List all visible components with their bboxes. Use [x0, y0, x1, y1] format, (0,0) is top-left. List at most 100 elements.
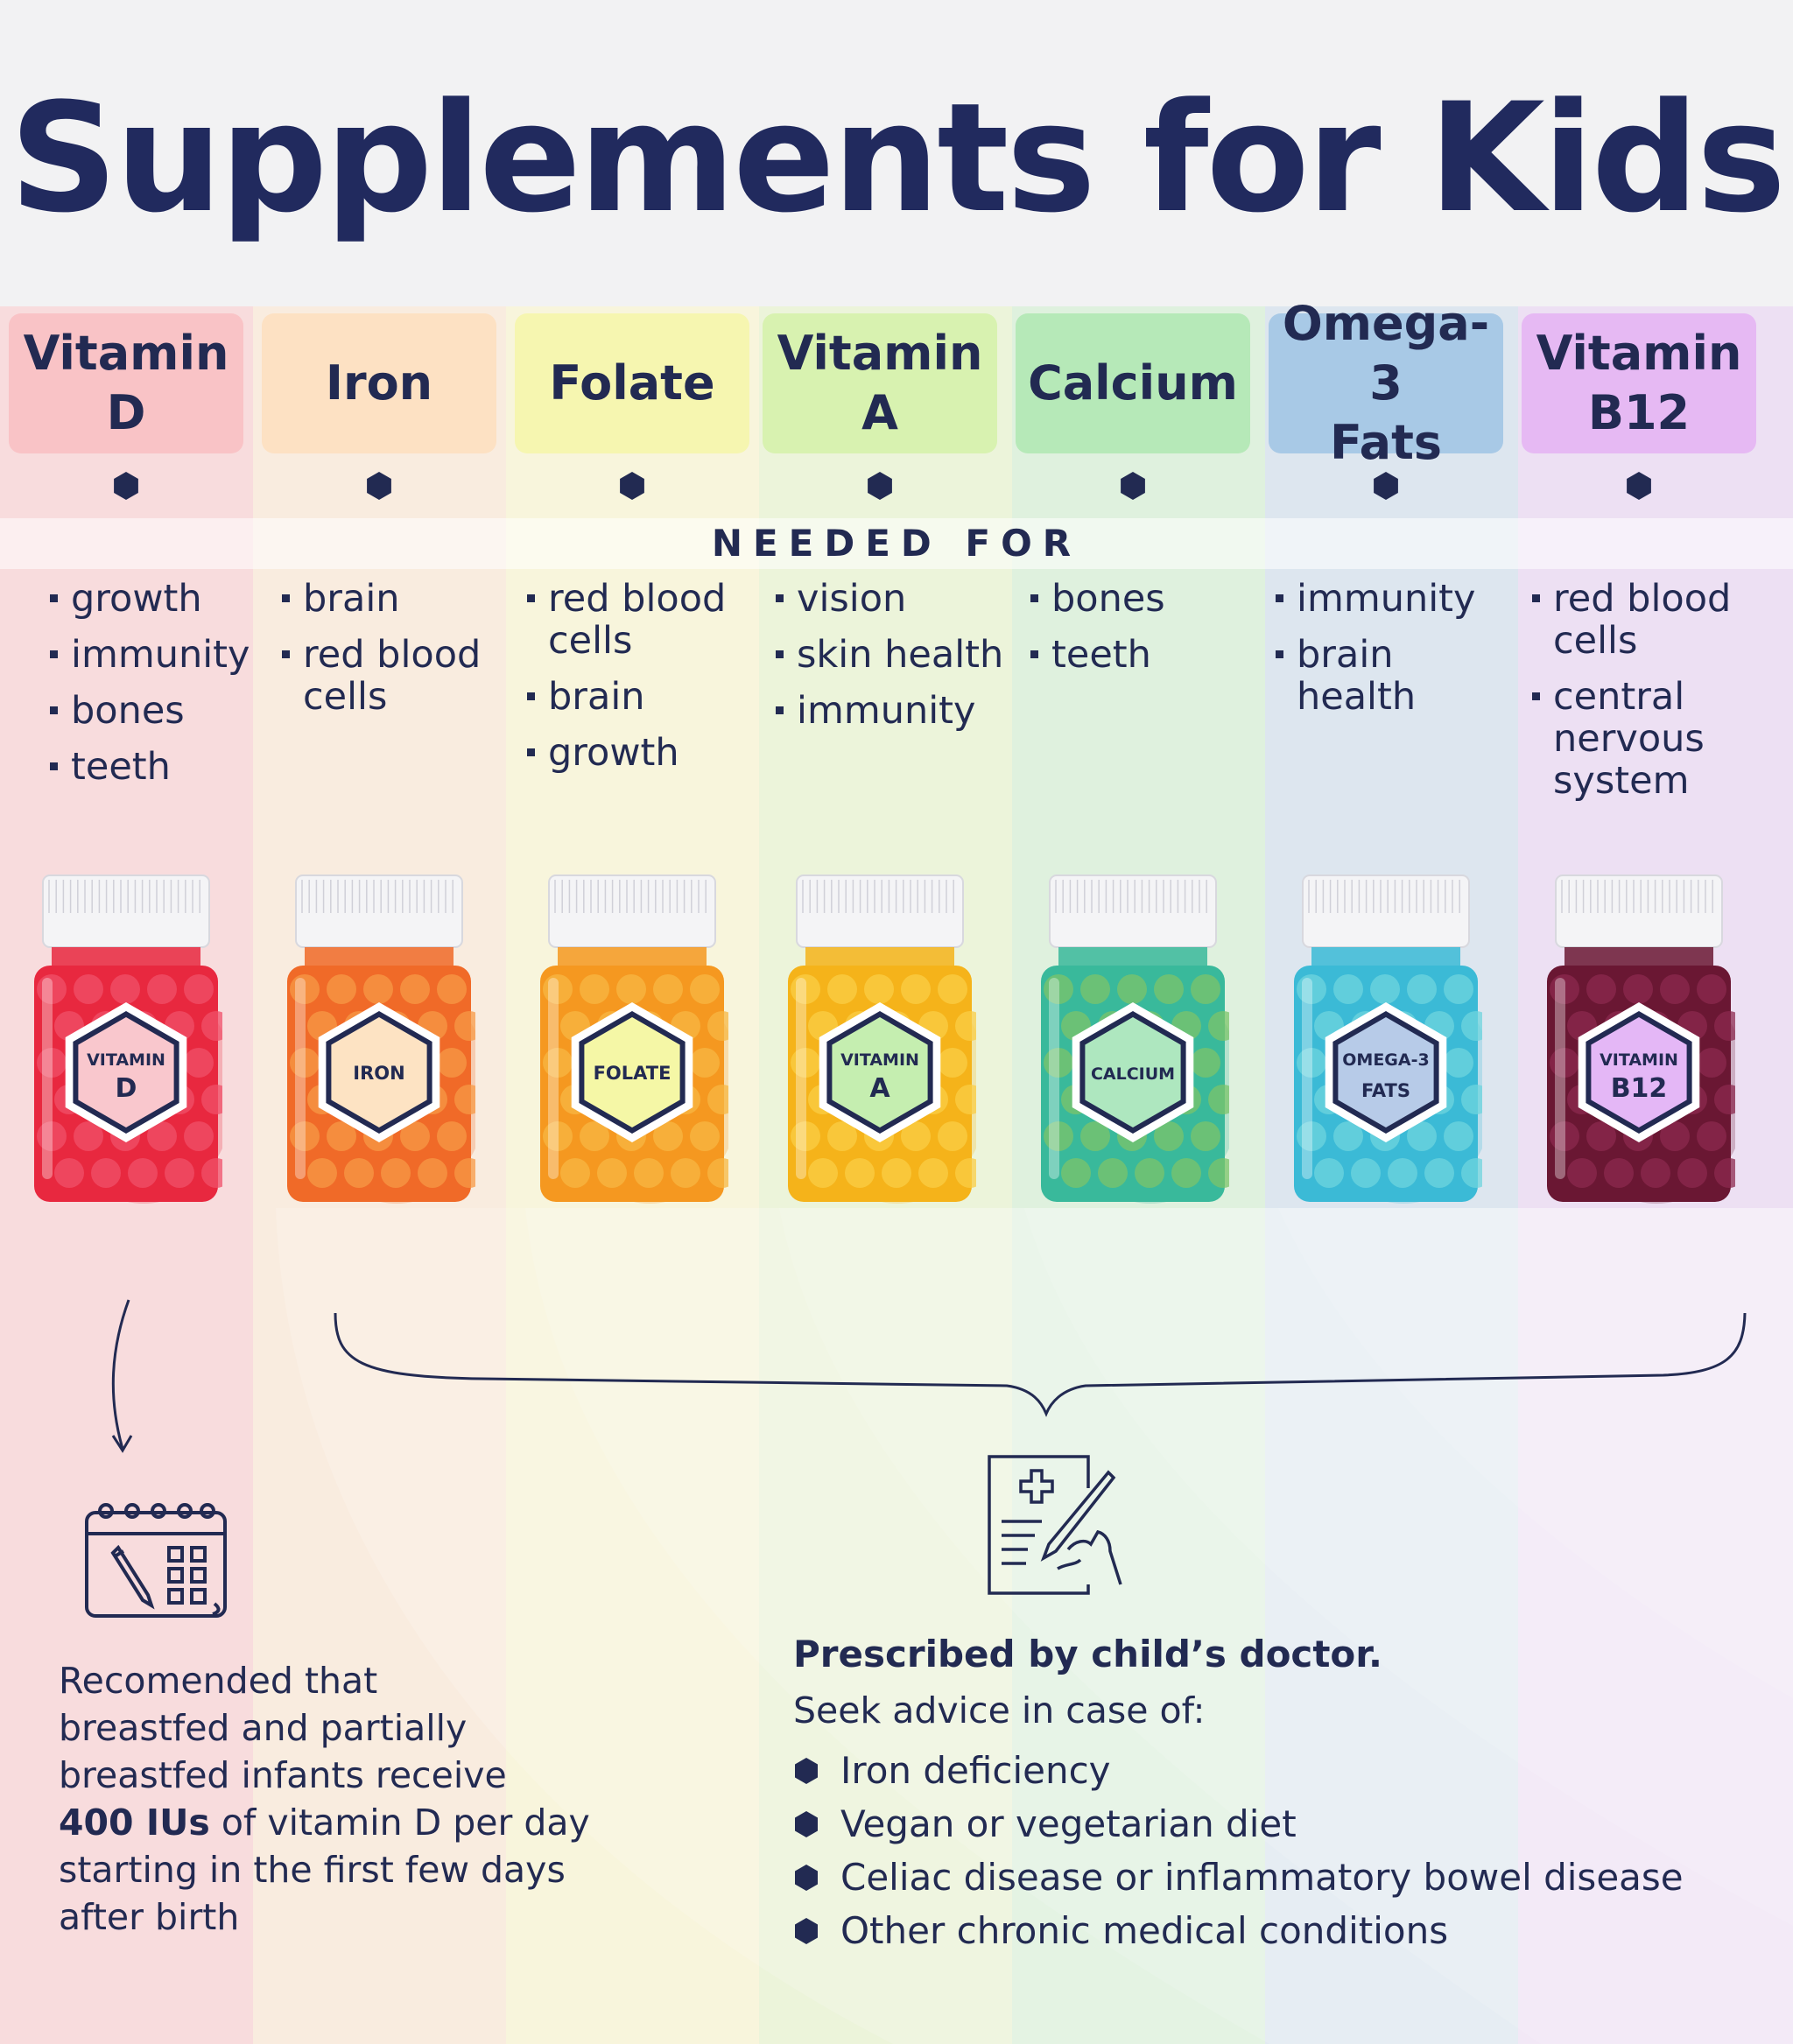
supplement-bottle: VITAMIN A	[788, 874, 976, 1204]
prescription-subtitle: Seek advice in case of:	[793, 1689, 1206, 1731]
need-item: brain	[525, 676, 762, 718]
bottle-label-text: VITAMIN	[840, 1050, 919, 1070]
need-item: growth	[48, 578, 285, 620]
column-header: Folate	[515, 313, 749, 453]
supplement-bottle: VITAMIN D	[34, 874, 222, 1204]
bottle-label-text: FATS	[1361, 1080, 1410, 1101]
note-line: breastfed and partially	[59, 1707, 468, 1749]
supplement-bottle: IRON	[287, 874, 475, 1204]
hexagon-bullet-icon	[795, 1811, 818, 1837]
need-item: bones	[48, 690, 285, 732]
need-item: immunity	[774, 690, 1010, 732]
column-header-line: Iron	[325, 355, 433, 411]
note-line: after birth	[59, 1896, 240, 1938]
need-item: vision	[774, 578, 1010, 620]
needs-list: vision skin health immunity	[774, 578, 1010, 746]
grouping-brace	[334, 1312, 1747, 1417]
bottle-label-text: CALCIUM	[1091, 1064, 1175, 1084]
need-item: teeth	[1029, 634, 1265, 676]
condition-item: Vegan or vegetarian diet	[793, 1800, 1684, 1849]
column-header-text: Folate	[549, 354, 714, 413]
needs-list: red blood cells brain growth	[525, 578, 762, 788]
bottle-label-text: VITAMIN	[1600, 1050, 1678, 1070]
supplement-bottle: OMEGA-3 FATS	[1294, 874, 1482, 1204]
column-header-line: A	[861, 385, 898, 440]
need-item: bones	[1029, 578, 1265, 620]
condition-item: Celiac disease or inflammatory bowel dis…	[793, 1853, 1684, 1902]
column-header-line: Folate	[549, 355, 715, 411]
needs-list: red blood cells central nervous system	[1530, 578, 1767, 816]
prescription-title: Prescribed by child’s doctor.	[793, 1633, 1382, 1675]
note-line: starting in the first few days	[59, 1849, 566, 1891]
dose-highlight: 400 IUs	[59, 1802, 210, 1844]
hexagon-bullet-icon	[795, 1918, 818, 1944]
hexagon-marker-icon	[1627, 472, 1651, 500]
column-header-line: B12	[1587, 385, 1691, 440]
note-line: 400 IUs of vitamin D per day	[59, 1799, 619, 1846]
column-header-text: Calcium	[1028, 354, 1238, 413]
supplement-bottle: CALCIUM	[1041, 874, 1229, 1204]
need-item: immunity	[1274, 578, 1510, 620]
need-item: growth	[525, 732, 762, 774]
column-header: Vitamin D	[9, 313, 243, 453]
column-header-text: Iron	[326, 354, 432, 413]
calendar-pencil-icon	[85, 1503, 227, 1618]
hexagon-marker-icon	[1121, 472, 1145, 500]
need-item: teeth	[48, 746, 285, 788]
prescription-clipboard-icon	[988, 1455, 1122, 1595]
column-header: Vitamin B12	[1522, 313, 1756, 453]
bottle-label-text: B12	[1611, 1073, 1668, 1104]
column-header-line: Vitamin	[777, 326, 983, 381]
column-header: Vitamin A	[763, 313, 997, 453]
need-item: brain health	[1274, 634, 1510, 718]
vitamin-d-recommendation: Recomended that breastfed and partially …	[59, 1657, 619, 1941]
column-header-line: D	[106, 385, 146, 440]
page-title: Supplements for Kids	[9, 70, 1786, 246]
condition-text: Other chronic medical conditions	[840, 1909, 1449, 1952]
bottle-label-text: D	[116, 1073, 137, 1104]
conditions-list: Iron deficiency Vegan or vegetarian diet C…	[793, 1746, 1684, 1960]
need-item: immunity	[48, 634, 285, 676]
column-header-text: Vitamin B12	[1536, 324, 1742, 443]
condition-item: Other chronic medical conditions	[793, 1907, 1684, 1956]
column-header-line: Omega-3	[1282, 296, 1490, 411]
need-item: central nervous system	[1530, 676, 1767, 802]
hexagon-bullet-icon	[795, 1865, 818, 1891]
hexagon-marker-icon	[1374, 472, 1398, 500]
hexagon-marker-icon	[114, 472, 138, 500]
note-line: Recomended that	[59, 1660, 378, 1702]
curved-arrow-icon	[111, 1299, 133, 1453]
bottle-label-text: IRON	[353, 1063, 404, 1084]
column-header: Iron	[262, 313, 496, 453]
condition-item: Iron deficiency	[793, 1746, 1684, 1795]
column-header-text: Omega-3 Fats	[1272, 294, 1500, 473]
bottle-label-text: VITAMIN	[87, 1050, 165, 1070]
column-header-line: Vitamin	[23, 326, 229, 381]
column-header: Calcium	[1016, 313, 1250, 453]
need-item: red blood cells	[525, 578, 762, 662]
bottle-label-text: FOLATE	[594, 1063, 671, 1084]
column-header-line: Vitamin	[1536, 326, 1742, 381]
column-header-line: Fats	[1329, 415, 1443, 470]
note-line-rest: of vitamin D per day	[209, 1802, 590, 1844]
decorative-curves	[276, 1208, 1793, 2044]
column-header-text: Vitamin A	[777, 324, 983, 443]
needs-list: bones teeth	[1029, 578, 1265, 690]
need-item: brain	[280, 578, 517, 620]
need-item: red blood cells	[280, 634, 517, 718]
condition-text: Celiac disease or inflammatory bowel dis…	[840, 1856, 1684, 1899]
supplement-bottle: VITAMIN B12	[1547, 874, 1735, 1204]
column-header-line: Calcium	[1028, 355, 1238, 411]
column-header-text: Vitamin D	[24, 324, 229, 443]
hexagon-marker-icon	[620, 472, 644, 500]
bottle-label-text: A	[869, 1073, 890, 1104]
bottle-label-text: OMEGA-3	[1342, 1050, 1429, 1070]
hexagon-marker-icon	[868, 472, 892, 500]
column-header: Omega-3 Fats	[1269, 296, 1503, 470]
condition-text: Iron deficiency	[840, 1749, 1111, 1792]
needs-list: immunity brain health	[1274, 578, 1510, 732]
condition-text: Vegan or vegetarian diet	[840, 1802, 1297, 1845]
hexagon-marker-icon	[367, 472, 391, 500]
needs-list: growth immunity bones teeth	[48, 578, 285, 802]
need-item: skin health	[774, 634, 1010, 676]
